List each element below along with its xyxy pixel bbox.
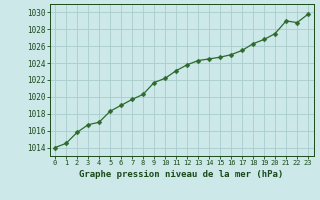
X-axis label: Graphe pression niveau de la mer (hPa): Graphe pression niveau de la mer (hPa) xyxy=(79,170,284,179)
